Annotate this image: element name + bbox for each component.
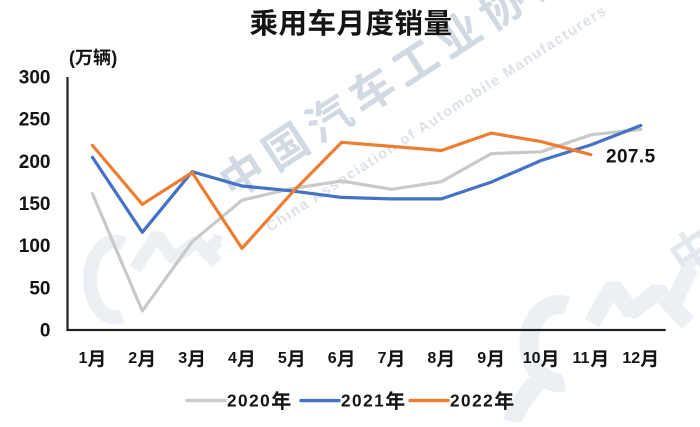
- svg-text:11: 11: [573, 350, 590, 367]
- svg-text:250: 250: [19, 110, 51, 131]
- svg-text:12: 12: [622, 350, 640, 367]
- svg-text:2021: 2021: [341, 391, 385, 411]
- svg-text:2022: 2022: [450, 391, 494, 411]
- svg-text:150: 150: [19, 194, 51, 215]
- svg-text:300: 300: [19, 68, 51, 89]
- svg-text:200: 200: [19, 152, 51, 173]
- svg-text:0: 0: [40, 321, 51, 342]
- svg-text:2: 2: [128, 350, 137, 367]
- svg-text:8: 8: [427, 350, 436, 367]
- svg-text:(: (: [69, 48, 75, 68]
- svg-text:6: 6: [328, 350, 337, 367]
- svg-text:5: 5: [278, 350, 287, 367]
- svg-text:100: 100: [19, 236, 51, 257]
- svg-text:1: 1: [79, 350, 88, 367]
- svg-text:3: 3: [178, 350, 187, 367]
- svg-text:50: 50: [29, 278, 50, 299]
- svg-text:10: 10: [523, 350, 541, 367]
- svg-text:9: 9: [477, 350, 486, 367]
- svg-text:): ): [111, 48, 117, 68]
- svg-text:2020: 2020: [227, 391, 271, 411]
- svg-text:4: 4: [228, 350, 237, 367]
- svg-text:7: 7: [378, 350, 387, 367]
- svg-text:207.5: 207.5: [606, 147, 656, 168]
